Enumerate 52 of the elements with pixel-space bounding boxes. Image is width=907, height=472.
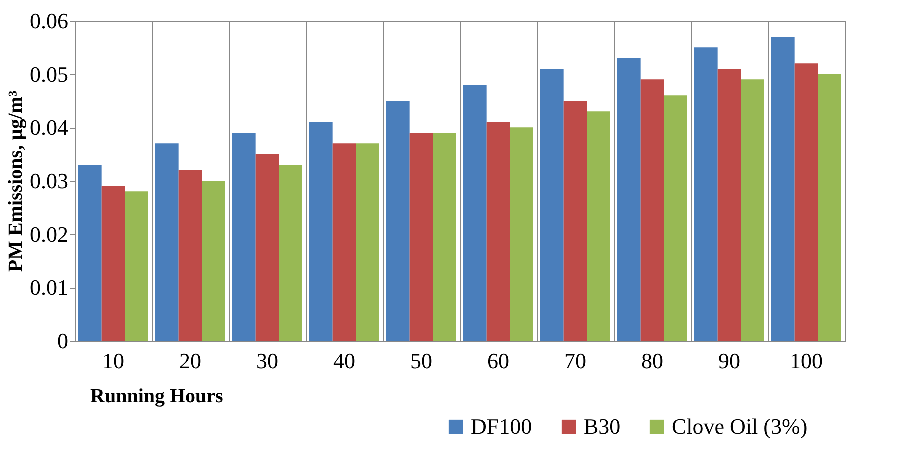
- bar: [772, 37, 795, 341]
- x-tick-label: 70: [564, 348, 586, 374]
- y-tick-label: 0.05: [30, 62, 68, 87]
- x-tick-label: 100: [790, 348, 823, 374]
- bar: [156, 144, 179, 341]
- bar: [818, 74, 842, 341]
- bar: [718, 69, 742, 341]
- legend-label: DF100: [471, 414, 532, 439]
- bar: [794, 64, 818, 341]
- bar: [202, 181, 226, 341]
- y-tick-label: 0.03: [30, 168, 68, 194]
- bar: [332, 144, 356, 341]
- x-tick-label: 40: [334, 348, 356, 374]
- x-tick-label: 60: [488, 348, 510, 374]
- y-tick-label: 0.02: [30, 222, 68, 247]
- bar: [694, 48, 718, 341]
- bar: [741, 80, 764, 341]
- y-tick-label: 0.06: [30, 8, 68, 34]
- x-tick-label: 50: [410, 348, 432, 374]
- bar: [386, 101, 410, 341]
- y-axis-title: PM Emissions, μg/m³: [5, 90, 27, 272]
- bar: [178, 170, 202, 341]
- bar: [510, 128, 534, 341]
- bar: [618, 58, 641, 341]
- bar: [540, 69, 564, 341]
- bar: [464, 85, 487, 341]
- bar: [102, 186, 126, 341]
- legend-label: Clove Oil (3%): [672, 414, 808, 439]
- bar: [125, 192, 148, 341]
- bar: [410, 133, 434, 341]
- x-tick-label: 10: [102, 348, 124, 374]
- x-tick-label: 80: [642, 348, 664, 374]
- y-tick-label: 0.04: [30, 115, 68, 140]
- bar: [486, 122, 510, 341]
- bar: [640, 80, 664, 341]
- bar: [356, 144, 380, 341]
- bar: [78, 165, 102, 341]
- bar: [232, 133, 256, 341]
- bar: [256, 154, 280, 341]
- bar: [564, 101, 588, 341]
- x-tick-label: 30: [256, 348, 278, 374]
- x-axis-title: Running Hours: [90, 386, 224, 408]
- bar: [433, 133, 456, 341]
- x-tick-label: 20: [180, 348, 202, 374]
- bar: [279, 165, 302, 341]
- legend-label: B30: [584, 414, 621, 439]
- bar: [587, 112, 610, 341]
- y-tick-label: 0.01: [30, 275, 68, 300]
- bar: [664, 96, 688, 341]
- bar: [310, 122, 333, 341]
- y-tick-label: 0: [58, 328, 68, 354]
- x-tick-label: 90: [718, 348, 740, 374]
